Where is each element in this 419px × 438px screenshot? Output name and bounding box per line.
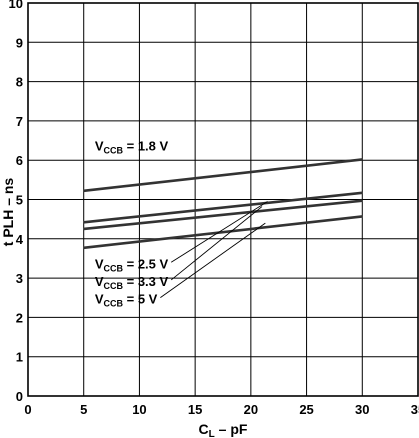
x-tick-label: 25 <box>299 402 313 417</box>
y-tick-label: 2 <box>16 310 23 325</box>
series-lines <box>83 158 363 250</box>
y-tick-label: 9 <box>16 35 23 50</box>
plot-frame <box>27 2 419 397</box>
y-tick-labels: 0 1 2 3 4 5 6 7 8 9 10 <box>9 0 24 404</box>
x-tick-labels: 0 5 10 15 20 25 30 35 <box>24 402 419 417</box>
series-label-rest: = 3.3 V <box>123 274 168 289</box>
x-axis-label-sub: L <box>209 429 215 438</box>
series-label-sub: CCB <box>104 299 124 309</box>
series-label: VCCB = 5 V <box>95 292 158 309</box>
x-tick-label: 35 <box>411 402 419 417</box>
x-tick-label: 0 <box>24 402 31 417</box>
leader-line <box>170 201 268 263</box>
y-tick-label: 10 <box>9 0 23 11</box>
x-tick-label: 5 <box>80 402 87 417</box>
y-tick-label: 7 <box>16 114 23 129</box>
series-label-main: V <box>95 274 104 289</box>
series-label-sub: CCB <box>104 281 124 291</box>
grid <box>27 2 419 397</box>
y-tick-label: 6 <box>16 153 23 168</box>
y-tick-label: 3 <box>16 271 23 286</box>
series-label-sub: CCB <box>104 263 124 273</box>
leader-line <box>160 222 266 299</box>
series-label-main: V <box>95 138 104 153</box>
series-line <box>83 215 363 250</box>
x-tick-label: 20 <box>244 402 258 417</box>
x-tick-label: 10 <box>132 402 146 417</box>
x-tick-label: 15 <box>188 402 202 417</box>
y-tick-label: 5 <box>16 193 23 208</box>
x-tick-label: 30 <box>355 402 369 417</box>
series-label-sub: CCB <box>104 145 124 155</box>
series-label: VCCB = 3.3 V <box>95 274 169 291</box>
y-tick-label: 8 <box>16 75 23 90</box>
y-tick-label: 0 <box>16 389 23 404</box>
series-line <box>83 191 363 224</box>
leader-line <box>170 206 263 281</box>
x-axis-label: CL – pF <box>199 421 248 438</box>
series-label-rest: = 2.5 V <box>123 256 168 271</box>
series-line <box>83 199 363 231</box>
y-axis-label: t PLH – ns <box>0 178 16 247</box>
x-axis-label-main: C <box>199 421 209 437</box>
y-tick-label: 4 <box>16 232 24 247</box>
series-label: VCCB = 1.8 V <box>95 138 169 155</box>
series-label-main: V <box>95 292 104 307</box>
series-label-rest: = 5 V <box>123 292 158 307</box>
x-axis-label-rest: – pF <box>215 421 248 437</box>
label-leader-lines <box>160 201 268 299</box>
series-label-main: V <box>95 256 104 271</box>
series-label: VCCB = 2.5 V <box>95 256 169 273</box>
series-label-rest: = 1.8 V <box>123 138 168 153</box>
series-line <box>83 158 363 193</box>
y-tick-label: 1 <box>16 350 23 365</box>
